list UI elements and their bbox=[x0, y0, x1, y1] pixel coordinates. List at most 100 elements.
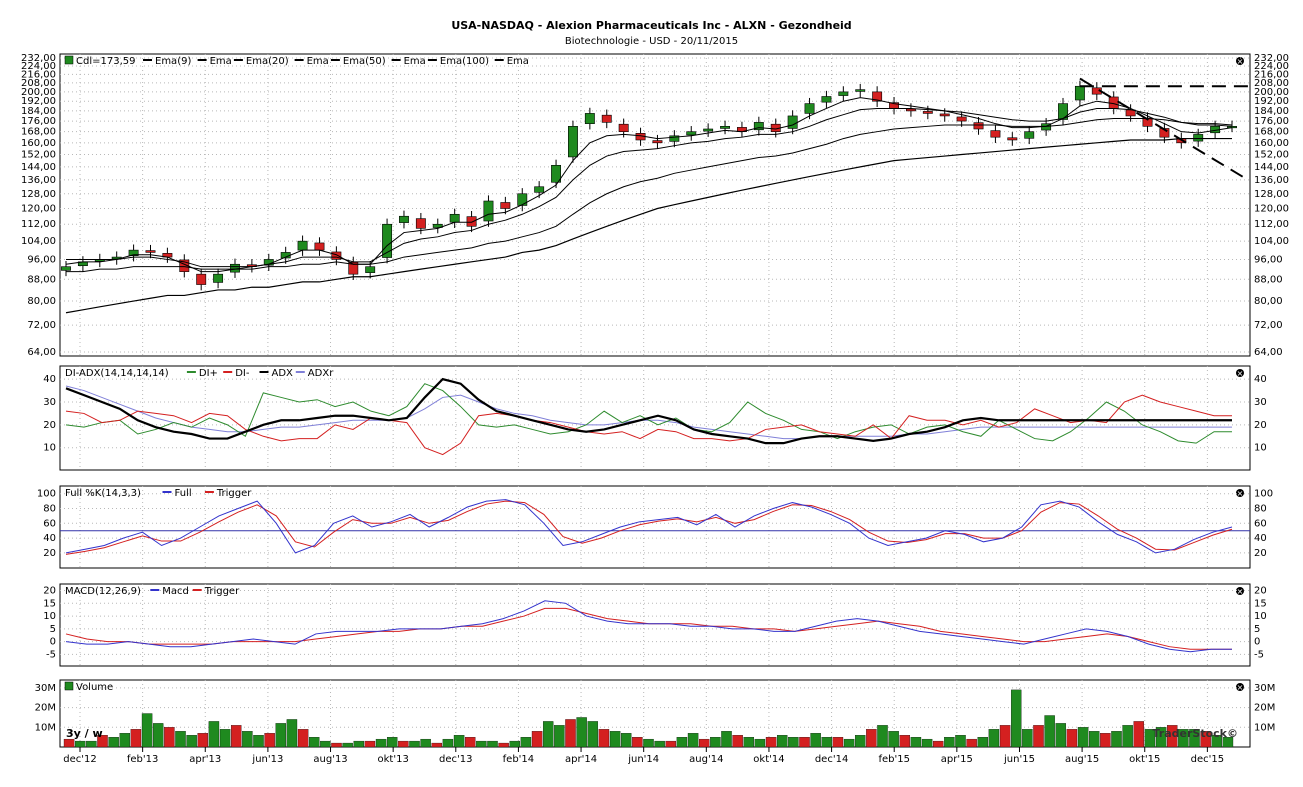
legend-item: Ema(9) bbox=[155, 56, 191, 67]
x-tick-label: feb'13 bbox=[127, 754, 159, 765]
adx-tick-left: 30 bbox=[43, 397, 56, 408]
volume-bar bbox=[542, 721, 554, 748]
price-tick-right: 232,00 bbox=[1254, 53, 1289, 64]
volume-bar bbox=[687, 733, 699, 748]
candle bbox=[500, 202, 511, 209]
candle bbox=[703, 128, 714, 132]
macd-tick-right: 20 bbox=[1254, 586, 1267, 597]
legend-item: Macd bbox=[162, 586, 189, 597]
volume-bar bbox=[1189, 729, 1200, 748]
volume-bar bbox=[999, 725, 1011, 748]
close-icon bbox=[1236, 489, 1244, 497]
volume-bar bbox=[598, 729, 610, 748]
volume-bar bbox=[888, 731, 899, 748]
price-tick-right: 64,00 bbox=[1254, 347, 1283, 358]
price-tick-left: 144,00 bbox=[21, 162, 56, 173]
volume-bar bbox=[197, 733, 209, 748]
x-tick-label: okt'14 bbox=[753, 754, 784, 765]
volume-bar bbox=[141, 713, 153, 748]
candle bbox=[584, 113, 595, 124]
period-label: 3y / w bbox=[66, 727, 103, 740]
price-tick-left: 104,00 bbox=[21, 236, 56, 247]
volume-bar bbox=[108, 737, 119, 748]
volume-bar bbox=[420, 738, 431, 748]
price-tick-left: 136,00 bbox=[21, 175, 56, 186]
x-tick-label: dec'13 bbox=[439, 754, 472, 765]
candle bbox=[821, 96, 832, 103]
volume-bar bbox=[932, 740, 944, 748]
x-tick-label: dec'12 bbox=[63, 754, 96, 765]
candle bbox=[601, 114, 612, 123]
price-tick-left: 64,00 bbox=[27, 347, 56, 358]
price-tick-right: 112,00 bbox=[1254, 219, 1289, 230]
volume-bar bbox=[821, 737, 833, 748]
adx-tick-left: 40 bbox=[43, 374, 56, 385]
chart-subtitle: Biotechnologie - USD - 20/11/2015 bbox=[564, 36, 739, 47]
price-tick-left: 72,00 bbox=[27, 320, 56, 331]
legend-swatch bbox=[64, 681, 74, 691]
stoch-tick-right: 80 bbox=[1254, 504, 1267, 515]
x-tick-label: jun'14 bbox=[627, 754, 659, 765]
candle bbox=[686, 131, 697, 136]
candle bbox=[399, 215, 409, 223]
watermark: TraderStock© bbox=[1153, 727, 1238, 740]
legend-item: Full %K(14,3,3) bbox=[65, 488, 141, 499]
volume-bar bbox=[1133, 721, 1145, 748]
x-tick-label: feb'15 bbox=[878, 754, 910, 765]
volume-bar bbox=[1178, 729, 1189, 748]
close-icon bbox=[1236, 683, 1244, 691]
volume-bar bbox=[788, 737, 799, 748]
adx-tick-left: 10 bbox=[43, 443, 56, 454]
close-icon bbox=[1236, 369, 1244, 377]
volume-bar bbox=[1066, 729, 1078, 748]
legend-item: Ema(20) bbox=[246, 56, 289, 67]
panel-adx bbox=[59, 365, 1251, 471]
volume-bar bbox=[431, 742, 443, 748]
volume-bar bbox=[186, 735, 197, 748]
volume-bar bbox=[955, 735, 966, 748]
volume-bar bbox=[353, 740, 365, 748]
price-tick-right: 224,00 bbox=[1254, 61, 1289, 72]
macd-tick-left: -5 bbox=[46, 649, 56, 660]
volume-bar bbox=[375, 738, 387, 748]
volume-bar bbox=[1088, 731, 1100, 748]
candle bbox=[1007, 137, 1018, 141]
volume-bar bbox=[208, 721, 220, 748]
price-tick-left: 152,00 bbox=[21, 150, 56, 161]
price-tick-left: 168,00 bbox=[21, 127, 56, 138]
volume-bar bbox=[799, 737, 810, 748]
close-icon-glyph: × bbox=[1237, 57, 1244, 66]
stoch-tick-right: 100 bbox=[1254, 489, 1273, 500]
candle bbox=[1058, 103, 1068, 120]
close-icon-glyph: × bbox=[1237, 369, 1244, 378]
macd-tick-right: 5 bbox=[1254, 624, 1260, 635]
x-tick-label: jun'15 bbox=[1003, 754, 1035, 765]
volume-tick-right: 30M bbox=[1254, 683, 1275, 694]
volume-bar bbox=[320, 740, 331, 748]
volume-bar bbox=[1200, 731, 1211, 748]
volume-bar bbox=[698, 738, 710, 748]
volume-bar bbox=[877, 725, 888, 748]
volume-bar bbox=[643, 738, 654, 748]
candle bbox=[432, 223, 443, 228]
volume-bar bbox=[854, 735, 866, 748]
volume-bar bbox=[97, 735, 108, 748]
volume-tick-left: 20M bbox=[35, 703, 56, 714]
volume-bar bbox=[264, 733, 275, 748]
volume-bar bbox=[253, 735, 264, 748]
volume-bar bbox=[866, 729, 877, 748]
price-tick-left: 216,00 bbox=[21, 69, 56, 80]
legend-item: Trigger bbox=[216, 488, 252, 499]
price-tick-right: 160,00 bbox=[1254, 138, 1289, 149]
price-tick-left: 88,00 bbox=[27, 274, 56, 285]
volume-tick-left: 30M bbox=[35, 683, 56, 694]
price-tick-right: 200,00 bbox=[1254, 87, 1289, 98]
macd-tick-right: 10 bbox=[1254, 611, 1267, 622]
stoch-tick-left: 100 bbox=[37, 489, 56, 500]
volume-bar bbox=[152, 723, 164, 748]
volume-bar bbox=[1033, 725, 1044, 748]
candle bbox=[1142, 117, 1153, 127]
volume-bar bbox=[810, 733, 821, 748]
stoch-tick-left: 40 bbox=[43, 533, 56, 544]
